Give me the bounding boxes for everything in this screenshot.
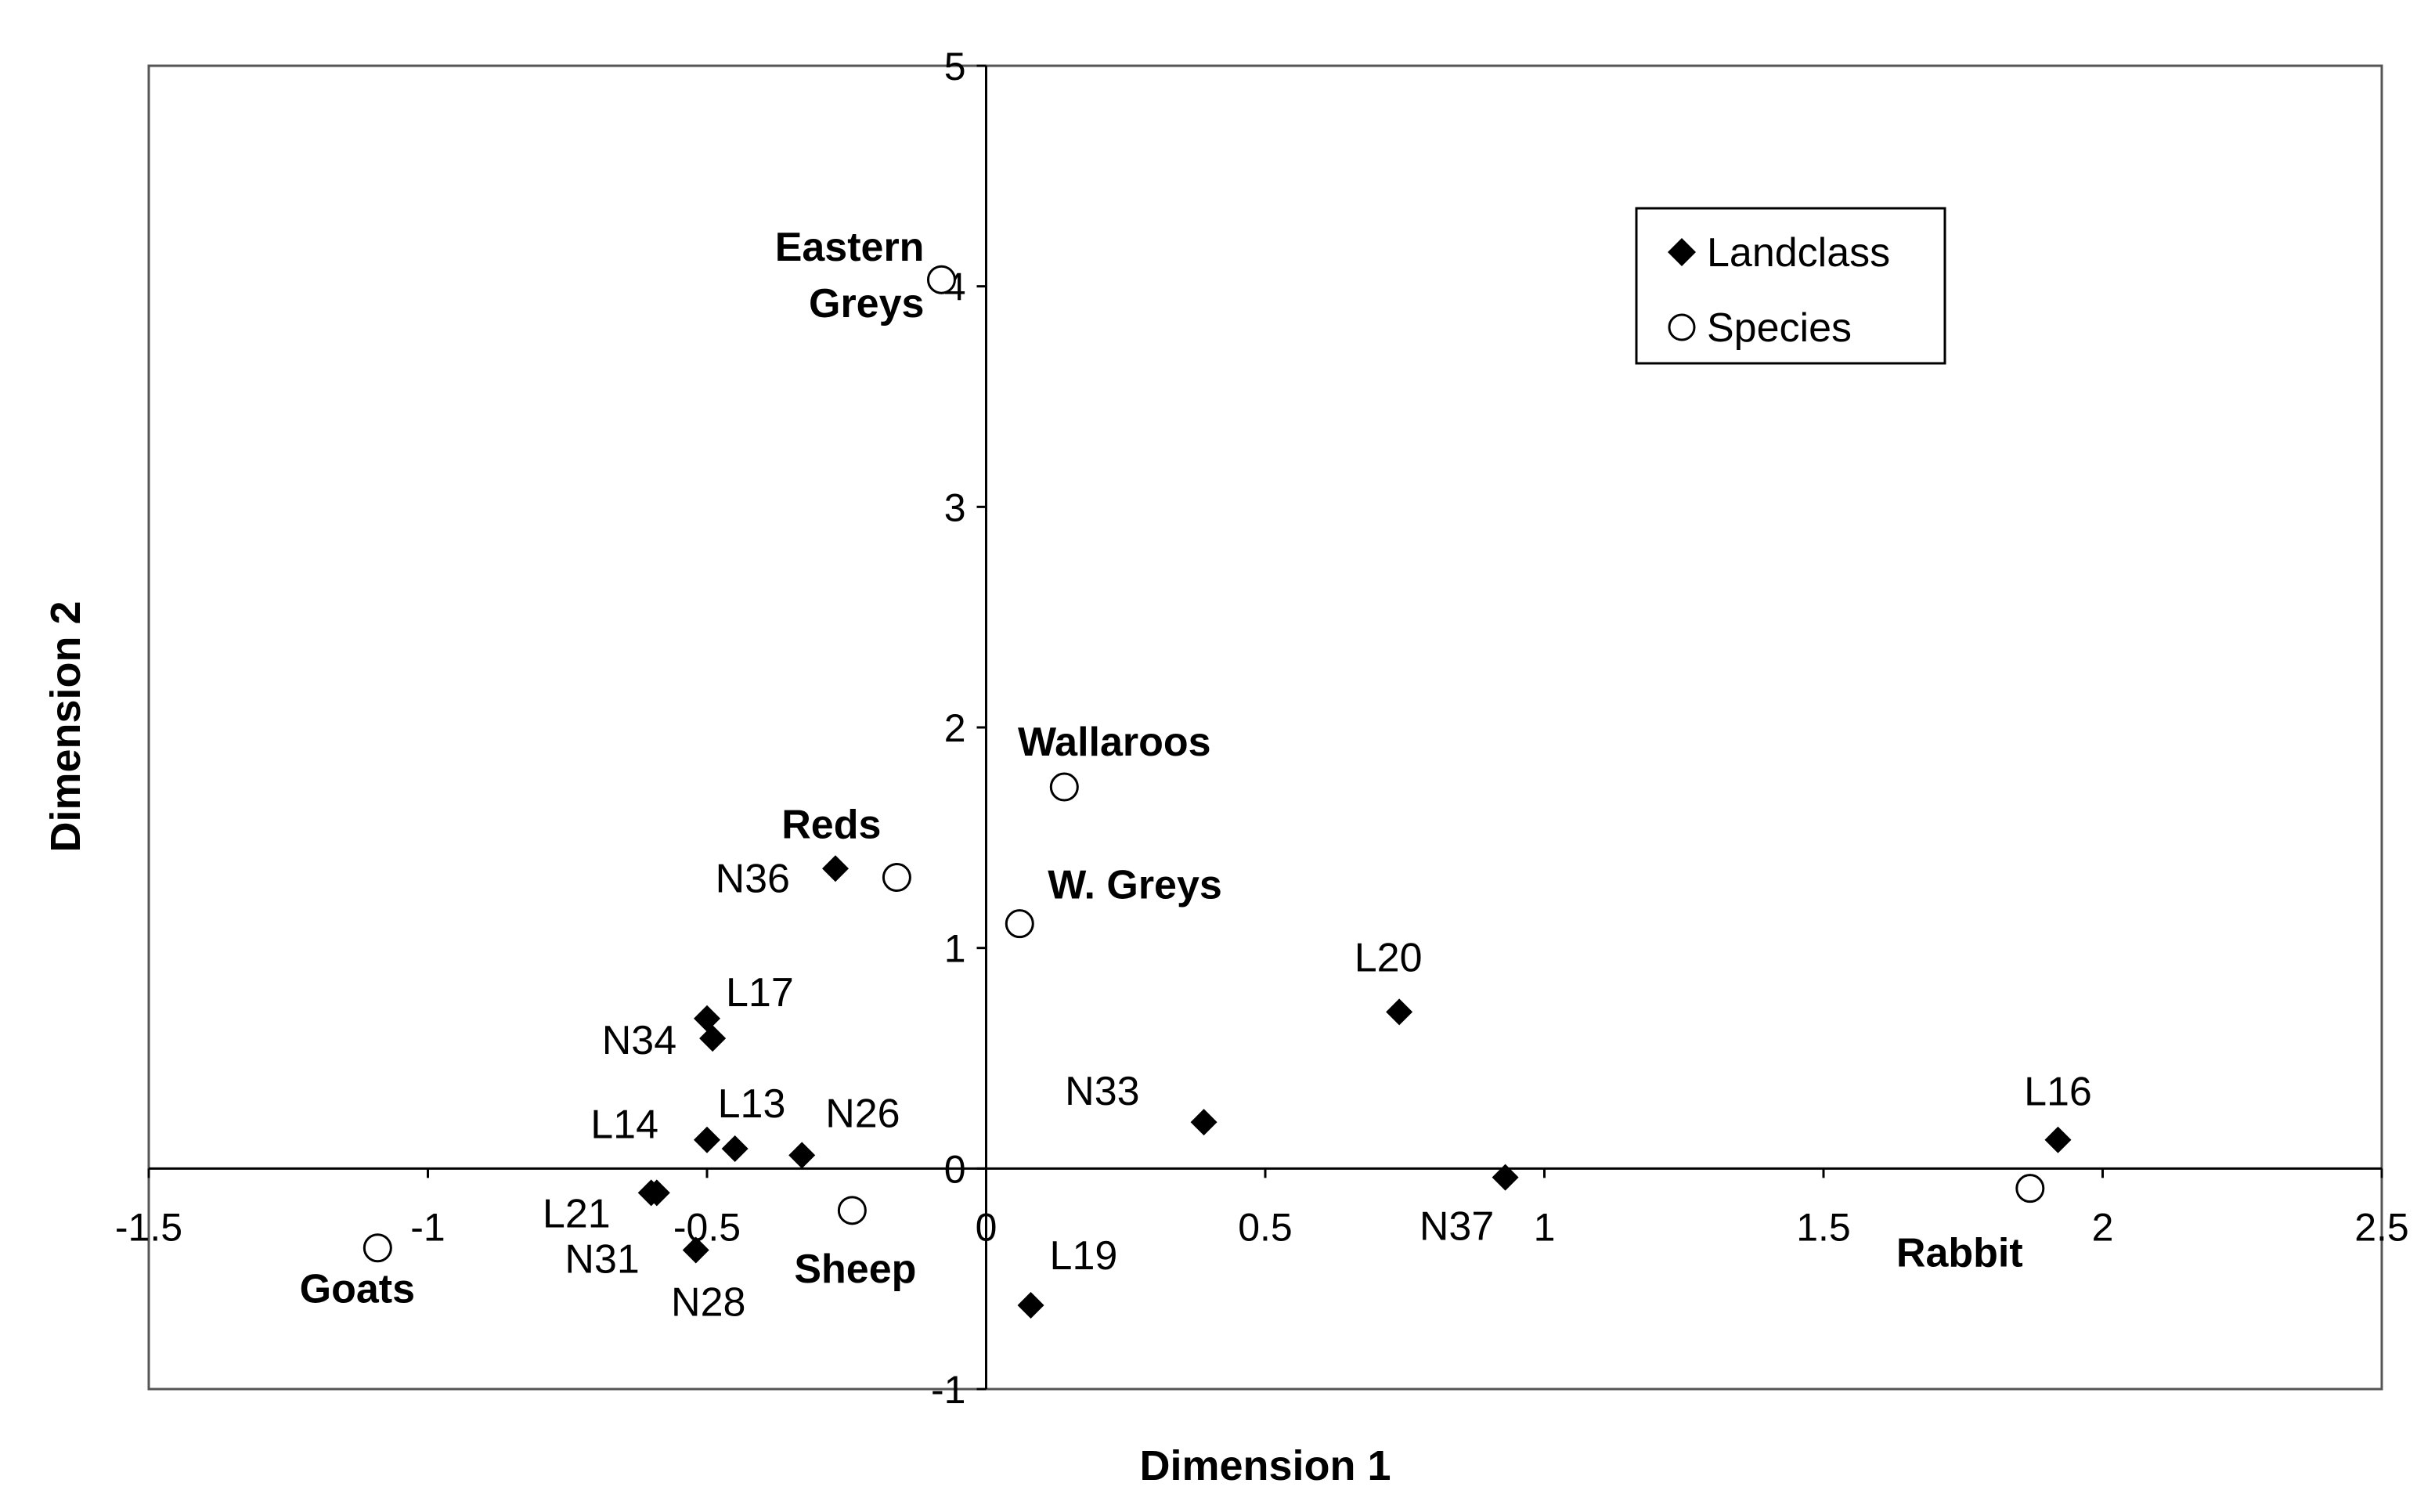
landclass-label-l14: L14 — [590, 1102, 658, 1148]
landclass-point-l19 — [1017, 1291, 1044, 1319]
landclass-label-l16: L16 — [2024, 1070, 2092, 1115]
plot-area-frame — [147, 64, 2383, 1391]
landclass-point-n33 — [1190, 1109, 1218, 1136]
x-tick-label: 1.5 — [1796, 1205, 1851, 1249]
x-tick-label: -1.5 — [115, 1205, 182, 1249]
species-label-goats: Goats — [300, 1267, 415, 1312]
species-point-wallaroos — [1049, 772, 1079, 802]
landclass-point-l13 — [721, 1135, 749, 1162]
y-tick-label: 3 — [944, 485, 966, 529]
x-tick-label: 2 — [2092, 1205, 2114, 1249]
landclass-label-l21: L21 — [543, 1191, 611, 1236]
legend-landclass-marker-icon — [1668, 238, 1696, 266]
species-label-reds: Reds — [781, 803, 881, 848]
landclass-point-n31 — [643, 1179, 670, 1207]
y-axis-title: Dimension 2 — [42, 601, 89, 852]
x-tick-label: 2.5 — [2354, 1205, 2409, 1249]
x-tick-label: -0.5 — [673, 1205, 741, 1249]
landclass-label-l20: L20 — [1355, 935, 1423, 980]
landclass-point-n28 — [682, 1236, 709, 1264]
landclass-label-n33: N33 — [1065, 1069, 1139, 1114]
species-point-eastern-greys — [926, 265, 956, 294]
landclass-point-l17 — [694, 1005, 720, 1032]
x-tick-label: 1 — [1534, 1205, 1556, 1249]
species-point-reds — [882, 863, 911, 893]
y-tick-label: 5 — [944, 45, 966, 88]
legend-species-label: Species — [1707, 305, 1852, 351]
species-label-rabbit: Rabbit — [1896, 1231, 2023, 1276]
landclass-label-n34: N34 — [602, 1018, 676, 1063]
x-tick-label: 0 — [976, 1205, 997, 1249]
x-tick-label: 0.5 — [1238, 1205, 1293, 1249]
x-tick-label: -1 — [410, 1205, 445, 1249]
legend: Landclass Species — [1635, 207, 1946, 365]
landclass-label-n37: N37 — [1420, 1204, 1494, 1250]
legend-species-marker-icon — [1668, 313, 1696, 341]
y-tick-label: -1 — [931, 1368, 965, 1412]
species-point-w-greys — [1005, 909, 1034, 939]
landclass-label-n36: N36 — [716, 856, 790, 901]
data-points — [363, 265, 2072, 1319]
y-tick-label: 0 — [944, 1147, 966, 1191]
species-point-goats — [363, 1233, 392, 1263]
species-label-sheep: Sheep — [794, 1247, 916, 1292]
landclass-label-n31: N31 — [565, 1236, 639, 1282]
axes — [149, 66, 2382, 1389]
landclass-point-l16 — [2044, 1126, 2072, 1153]
y-tick-label: 1 — [944, 927, 966, 971]
species-label-eastern-greys: Eastern Greys — [775, 225, 925, 327]
landclass-point-n34 — [699, 1025, 727, 1052]
species-point-sheep — [837, 1196, 867, 1225]
species-label-w-greys: W. Greys — [1048, 863, 1222, 908]
landclass-label-l13: L13 — [718, 1081, 786, 1127]
x-axis-title: Dimension 1 — [1139, 1442, 1391, 1489]
x-axis-ticks: -1.5 -1 -0.5 0 0.5 1 1.5 2 2.5 — [115, 1168, 2409, 1249]
landclass-label-l19: L19 — [1050, 1233, 1118, 1279]
landclass-point-l14 — [694, 1126, 720, 1153]
species-label-wallaroos: Wallaroos — [1018, 720, 1211, 765]
landclass-point-n26 — [788, 1142, 816, 1169]
landclass-label-n28: N28 — [671, 1280, 745, 1326]
landclass-point-l20 — [1386, 998, 1413, 1026]
y-tick-label: 2 — [944, 706, 966, 750]
landclass-point-n37 — [1492, 1164, 1519, 1191]
landclass-point-n36 — [821, 855, 849, 882]
landclass-label-l17: L17 — [726, 970, 794, 1016]
species-point-rabbit — [2015, 1174, 2045, 1203]
landclass-label-n26: N26 — [825, 1091, 900, 1136]
legend-landclass-label: Landclass — [1707, 230, 1890, 276]
